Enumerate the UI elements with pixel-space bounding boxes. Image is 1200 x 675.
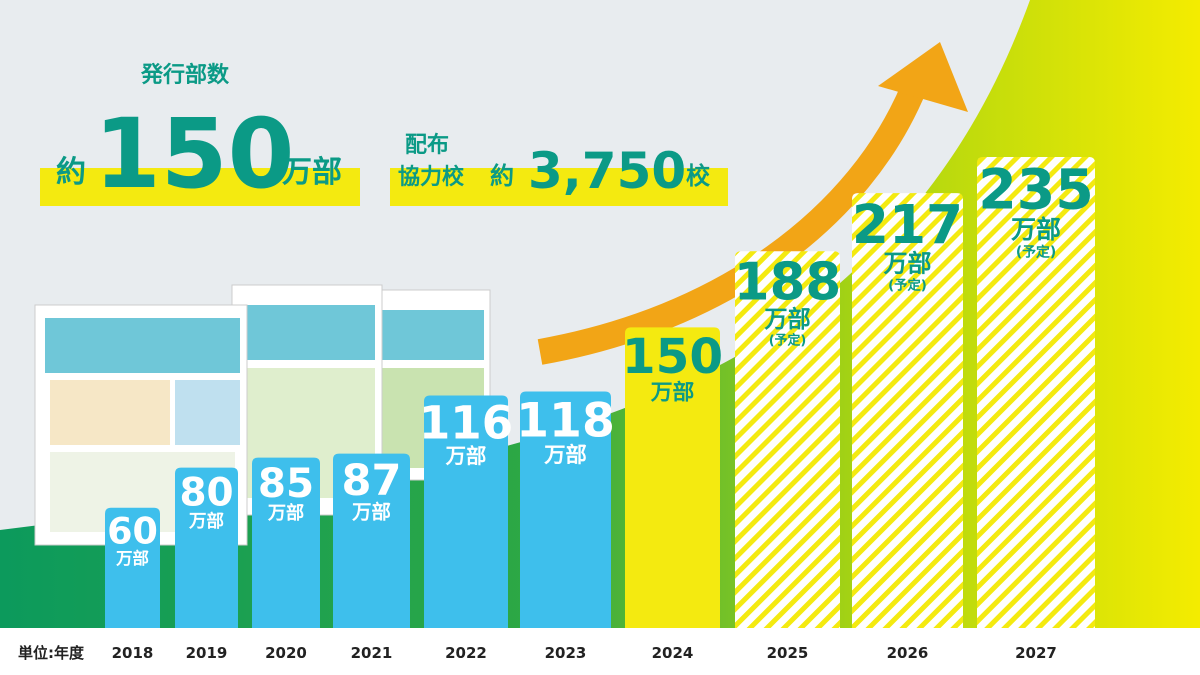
value-label: 150 (622, 329, 723, 385)
schools-label: 配布 (405, 132, 449, 158)
schools-label: 協力校 (398, 164, 465, 190)
value-note: (予定) (1016, 244, 1056, 261)
header-unit: 万部 (282, 155, 342, 190)
footer-strip (0, 628, 1200, 675)
value-label: 60 (107, 510, 158, 553)
bar (625, 327, 720, 628)
x-tick-label: 2026 (887, 644, 929, 662)
x-tick-label: 2020 (265, 644, 307, 662)
value-unit: 万部 (351, 501, 391, 524)
value-label: 217 (852, 194, 963, 256)
x-tick-label: 2027 (1015, 644, 1057, 662)
header-number: 150 (94, 98, 294, 210)
bar (735, 251, 840, 628)
value-unit: 万部 (544, 442, 587, 468)
highlight (390, 168, 728, 206)
bar (252, 457, 320, 628)
x-tick-label: 2023 (545, 644, 587, 662)
value-unit: 万部 (764, 306, 810, 333)
x-tick-label: 2022 (445, 644, 487, 662)
value-unit: 万部 (115, 549, 149, 568)
value-unit: 万部 (884, 249, 932, 277)
value-label: 235 (978, 158, 1094, 222)
value-unit: 万部 (650, 379, 695, 405)
value-label: 85 (258, 459, 314, 507)
highlight (40, 168, 360, 206)
x-tick-label: 2021 (351, 644, 393, 662)
bar (333, 453, 410, 628)
value-unit: 万部 (1011, 215, 1061, 244)
x-axis-label: 単位:年度 (18, 644, 85, 662)
x-tick-label: 2025 (767, 644, 809, 662)
schools-number: 3,750 (528, 142, 686, 200)
x-tick-label: 2024 (652, 644, 694, 662)
value-label: 116 (419, 397, 513, 450)
value-note: (予定) (769, 333, 806, 349)
value-unit: 万部 (188, 511, 224, 532)
bar (105, 507, 160, 628)
bar (520, 391, 611, 628)
value-unit: 万部 (445, 444, 487, 468)
header-label: 発行部数 (140, 62, 230, 88)
value-label: 80 (179, 471, 233, 516)
bar (424, 395, 508, 628)
schools-prefix: 約 (490, 162, 514, 190)
arrow-head (878, 42, 968, 112)
bar (977, 157, 1095, 628)
x-tick-label: 2019 (186, 644, 228, 662)
schools-unit: 校 (686, 162, 711, 190)
bar (175, 467, 238, 628)
value-label: 87 (342, 456, 402, 506)
value-label: 118 (516, 393, 615, 448)
x-tick-label: 2018 (112, 644, 154, 662)
header-prefix: 約 (56, 155, 86, 190)
value-label: 188 (734, 252, 842, 312)
value-unit: 万部 (267, 502, 304, 524)
value-note: (予定) (888, 276, 927, 293)
bar (852, 193, 963, 628)
